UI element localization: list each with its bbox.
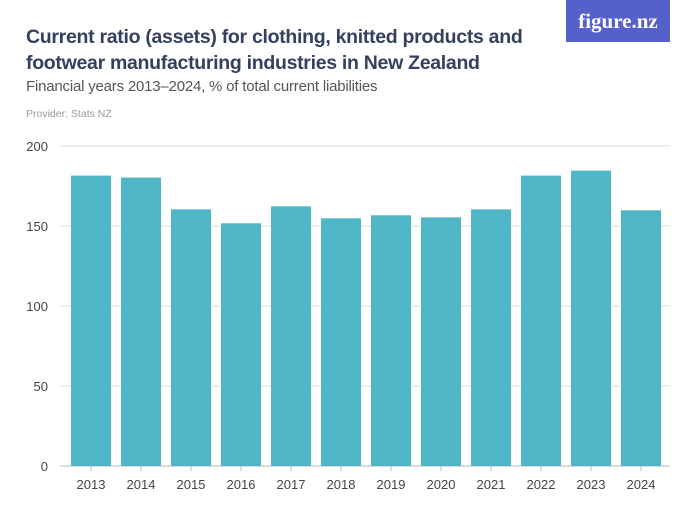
y-tick-label: 200 [26,139,48,154]
bar-2015 [171,209,211,467]
bar-2019 [371,215,411,466]
x-tick-label: 2024 [627,477,656,492]
bar-2024 [621,210,661,466]
y-tick-label: 150 [26,219,48,234]
x-tick-label: 2019 [377,477,406,492]
chart-subtitle: Financial years 2013–2024, % of total cu… [26,78,378,95]
bar-2013 [71,175,111,466]
bar-2017 [271,206,311,466]
chart-title: Current ratio (assets) for clothing, kni… [26,26,523,74]
bar-2020 [421,217,461,466]
bar-2022 [521,175,561,466]
bar-2021 [471,209,511,467]
x-tick-label: 2018 [327,477,356,492]
provider-label: Provider: Stats NZ [26,108,112,120]
x-tick-label: 2014 [127,477,156,492]
x-tick-label: 2021 [477,477,506,492]
figure-nz-logo[interactable]: figure.nz [566,0,670,42]
bar-2014 [121,177,161,466]
x-tick-label: 2017 [277,477,306,492]
y-tick-label: 100 [26,299,48,314]
x-tick-label: 2013 [77,477,106,492]
y-tick-label: 0 [41,459,48,474]
bar-2018 [321,218,361,466]
x-tick-label: 2023 [577,477,606,492]
x-tick-label: 2015 [177,477,206,492]
y-tick-label: 50 [34,379,48,394]
x-tick-label: 2016 [227,477,256,492]
bar-2023 [571,170,611,466]
bar-2016 [221,223,261,466]
x-tick-label: 2020 [427,477,456,492]
x-tick-label: 2022 [527,477,556,492]
